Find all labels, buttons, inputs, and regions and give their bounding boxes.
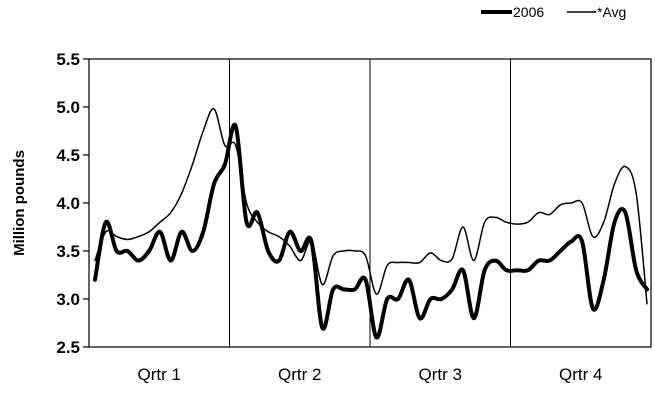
- x-axis: Qrtr 1 Qrtr 2 Qrtr 3 Qrtr 4: [138, 365, 603, 384]
- x-category-label: Qrtr 2: [278, 365, 321, 384]
- y-tick-label: 3.5: [56, 242, 80, 261]
- legend-label-2006: 2006: [513, 4, 544, 20]
- series-lines: [93, 108, 649, 340]
- y-axis: 5.5 5.0 4.5 4.0 3.5 3.0 2.5: [56, 50, 89, 357]
- series-line-2006: [93, 122, 649, 340]
- y-tick-label: 4.0: [56, 194, 80, 213]
- y-tick-label: 5.5: [56, 50, 80, 69]
- y-tick-label: 2.5: [56, 338, 80, 357]
- x-category-label: Qrtr 1: [138, 365, 181, 384]
- x-category-label: Qrtr 4: [559, 365, 602, 384]
- y-axis-label: Million pounds: [11, 150, 28, 256]
- y-tick-label: 5.0: [56, 98, 80, 117]
- y-tick-label: 3.0: [56, 290, 80, 309]
- legend-label-avg: *Avg: [597, 4, 626, 20]
- legend: 2006 *Avg: [481, 4, 626, 20]
- y-tick-label: 4.5: [56, 146, 80, 165]
- x-category-label: Qrtr 3: [419, 365, 462, 384]
- series-line-avg: [94, 108, 648, 305]
